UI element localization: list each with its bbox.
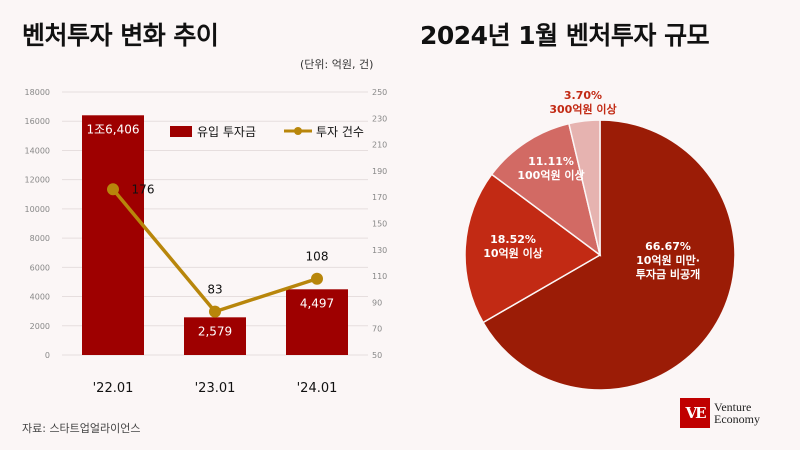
bar-data-label: 1조6,406 [86,122,139,136]
pie-slice-category: 10억원 미만· [636,253,700,267]
line-data-label: 83 [207,283,222,297]
pie-slice-percent: 18.52% [490,233,536,246]
left-axis-tick-label: 4000 [30,293,50,302]
bar-invest-amount [82,115,144,356]
bar-invest-amount [286,289,348,355]
pie-slice-category: 10억원 이상 [483,246,543,260]
pie-slice [490,122,602,257]
pie-slice-category: 300억원 이상 [549,102,616,116]
left-axis-tick-label: 18000 [25,88,50,97]
bar-invest-amount [184,317,246,355]
right-axis-tick-label: 190 [372,167,387,176]
right-axis-tick-label: 70 [372,325,382,334]
left-axis-tick-label: 12000 [25,176,50,185]
left-axis-tick-label: 16000 [25,117,50,126]
line-point [209,305,221,318]
right-axis-tick-label: 210 [372,141,387,150]
line-data-label: 176 [132,182,155,196]
right-axis-tick-label: 50 [372,351,382,360]
pie-slice-category: 100억원 이상 [517,168,584,182]
left-axis-tick-label: 2000 [30,322,50,331]
pie-slice-percent: 11.11% [528,155,574,168]
line-point [107,183,119,196]
pie-slice [482,119,736,391]
left-axis-tick-label: 14000 [25,146,50,155]
legend-label-line: 투자 건수 [316,125,364,139]
right-axis-tick-label: 130 [372,246,387,255]
legend-swatch-bar [170,126,192,137]
right-axis-tick-label: 230 [372,114,387,123]
bar-data-label: 4,497 [300,296,334,310]
right-axis-tick-label: 250 [372,88,387,97]
legend-label-bar: 유입 투자금 [197,125,256,139]
logo-text: Venture Economy [714,401,760,425]
right-chart-title: 2024년 1월 벤처투자 규모 [420,21,710,50]
right-axis-tick-label: 110 [372,272,387,281]
line-point [311,272,323,285]
pie-slice-label: 11.11% 100억원 이상 [517,155,584,182]
venture-economy-logo: VE Venture Economy [680,398,760,428]
logo-mark: VE [680,398,710,428]
right-axis-tick-label: 90 [372,298,382,307]
left-axis-tick-label: 8000 [30,234,50,243]
source-note: 자료: 스타트업얼라이언스 [22,422,141,435]
x-axis-tick-label: '23.01 [195,381,236,396]
line-data-label: 108 [306,250,329,264]
x-axis-tick-label: '22.01 [93,381,134,396]
pie-slice-percent: 66.67% [645,240,691,253]
left-axis-tick-label: 0 [45,351,50,360]
pie-slice [464,173,602,324]
pie-slice-label: 3.70% 300억원 이상 [549,89,616,116]
logo-line-2: Economy [714,412,760,426]
bar-data-label: 2,579 [198,324,232,338]
left-axis-tick-label: 6000 [30,263,50,272]
pie-slice-category: 투자금 비공개 [636,267,701,281]
legend-swatch-line-marker [294,127,302,135]
pie-slice-label: 66.67% 10억원 미만· 투자금 비공개 [636,240,701,281]
right-axis-tick-label: 170 [372,193,387,202]
pie-slice [567,119,601,256]
pie-slice-label: 18.52% 10억원 이상 [483,233,543,260]
unit-note: (단위: 억원, 건) [300,58,374,71]
left-chart-title: 벤처투자 변화 추이 [22,21,219,50]
left-axis-tick-label: 10000 [25,205,50,214]
right-axis-tick-label: 150 [372,220,387,229]
pie-slice-percent: 3.70% [564,89,602,102]
logo-line-1: Venture [714,400,752,414]
x-axis-tick-label: '24.01 [297,381,338,396]
